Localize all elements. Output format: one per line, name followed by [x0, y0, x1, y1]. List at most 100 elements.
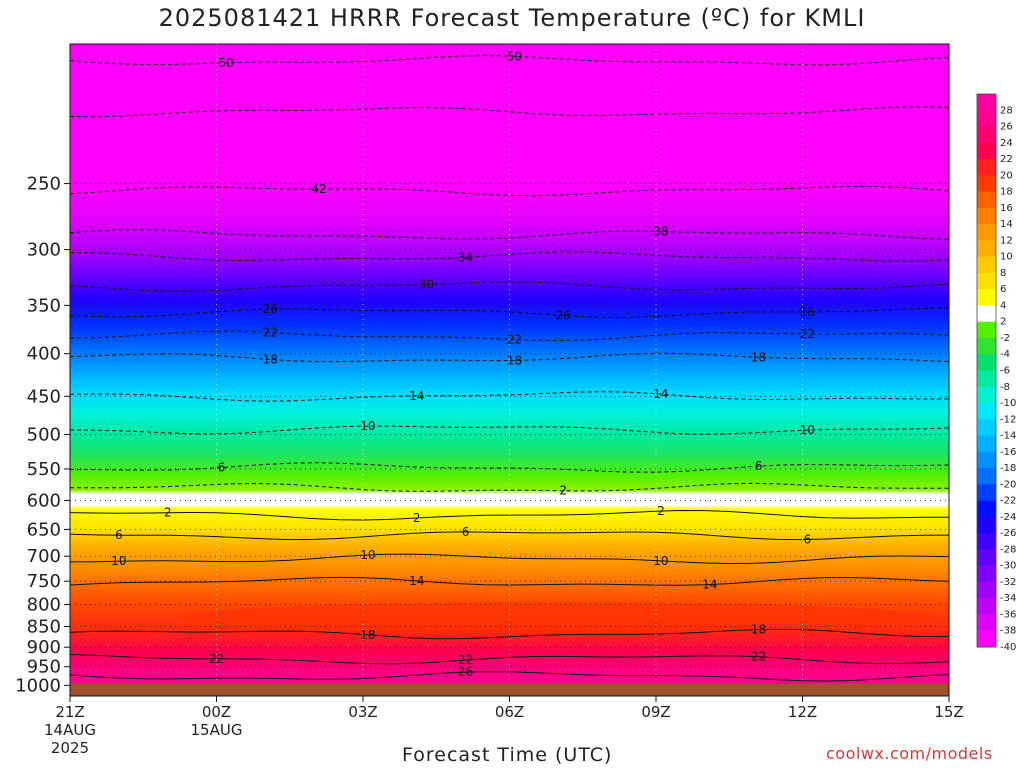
colorbar-label: 2	[1000, 317, 1006, 328]
y-tick-label: 750	[27, 571, 61, 592]
contour-label: 6	[755, 459, 763, 473]
contour-label: 2	[657, 504, 665, 518]
contour-label: 18	[751, 623, 766, 637]
colorbar-frame	[976, 93, 997, 648]
contour-label: 10	[111, 554, 126, 568]
colorbar-swatch	[977, 435, 996, 453]
contour-label: 38	[653, 224, 668, 238]
contour-label: 6	[218, 461, 226, 475]
colorbar-label: -4	[1000, 349, 1010, 360]
colorbar-swatch	[977, 581, 996, 599]
contour-label: 50	[219, 56, 234, 70]
contour-label: 22	[507, 333, 522, 347]
colorbar-label: 28	[1000, 105, 1013, 116]
contour-label: 18	[507, 353, 522, 367]
credit-link[interactable]: coolwx.com/models	[826, 744, 993, 763]
x-tick-sublabel: 15AUG	[191, 721, 243, 739]
colorbar-swatch	[977, 354, 996, 371]
y-tick-label: 500	[27, 424, 61, 445]
x-tick-sublabel: 2025	[51, 739, 89, 757]
colorbar-label: -2	[1000, 333, 1010, 344]
colorbar-label: -22	[1000, 496, 1016, 507]
y-tick-label: 300	[27, 240, 61, 261]
isotherm-10	[70, 553, 949, 565]
colorbar-label: 4	[1000, 300, 1006, 311]
colorbar-label: 24	[1000, 138, 1013, 149]
x-tick-label: 03Z	[348, 703, 377, 721]
colorbar-swatch	[977, 468, 996, 485]
colorbar-swatch	[977, 614, 996, 632]
x-tick-label: 09Z	[641, 703, 670, 721]
contour-label: 14	[702, 578, 717, 592]
x-tick-label: 12Z	[788, 703, 817, 721]
colorbar-swatch	[977, 565, 996, 583]
colorbar-label: -28	[1000, 544, 1016, 555]
colorbar-swatch	[977, 386, 996, 404]
colorbar-label: -10	[1000, 398, 1016, 409]
colorbar-swatch	[977, 419, 996, 437]
contour-label: 26	[800, 305, 815, 319]
contour-label: 2	[413, 511, 421, 525]
colorbar-label: 16	[1000, 203, 1013, 214]
colorbar-label: 8	[1000, 268, 1006, 279]
contour-label: 30	[419, 278, 434, 292]
colorbar-swatch	[977, 500, 996, 518]
contour-label: 10	[653, 554, 668, 568]
colorbar-label: 12	[1000, 235, 1013, 246]
contour-label: 2	[559, 484, 567, 498]
colorbar-label: -20	[1000, 479, 1016, 490]
y-tick-label: 350	[27, 295, 61, 316]
contour-label: 26	[458, 665, 473, 679]
colorbar-label: 10	[1000, 252, 1013, 263]
x-tick-label: 15Z	[934, 703, 963, 721]
colorbar-swatch	[977, 305, 996, 323]
colorbar-swatch	[977, 240, 996, 258]
y-tick-label: 650	[27, 519, 61, 540]
y-tick-label: 450	[27, 386, 61, 407]
colorbar-label: -14	[1000, 431, 1016, 442]
colorbar-label: -16	[1000, 447, 1016, 458]
x-tick-label: 00Z	[202, 703, 231, 721]
temperature-fill-patches	[178, 601, 939, 634]
colorbar-swatch	[977, 94, 996, 111]
contour-label: 34	[458, 250, 473, 264]
colorbar-swatch	[977, 533, 996, 550]
isotherm-2	[70, 509, 949, 521]
x-tick-sublabel: 14AUG	[44, 721, 96, 739]
chart-title: 2025081421 HRRR Forecast Temperature (ºC…	[158, 4, 866, 32]
colorbar-swatch	[977, 484, 996, 502]
contour-label: 14	[653, 387, 668, 401]
colorbar-swatch	[977, 403, 996, 420]
colorbar-swatch	[977, 370, 996, 388]
colorbar-swatch	[977, 289, 996, 306]
colorbar-label: 20	[1000, 170, 1013, 181]
contour-label: 22	[458, 653, 473, 667]
x-tick-label: 06Z	[495, 703, 524, 721]
contour-label: 22	[263, 325, 278, 339]
y-tick-label: 550	[27, 459, 61, 480]
colorbar-swatch	[977, 159, 996, 176]
colorbar-swatch	[977, 110, 996, 128]
colorbar-swatch	[977, 321, 996, 339]
colorbar-swatch	[977, 549, 996, 567]
colorbar-swatch	[977, 126, 996, 144]
contour-label: 6	[115, 528, 123, 542]
y-tick-label: 850	[27, 616, 61, 637]
contour-label: 10	[800, 423, 815, 437]
colorbar-label: -12	[1000, 414, 1016, 425]
y-axis: 2503003504004505005506006507007508008509…	[15, 174, 70, 696]
colorbar-label: 18	[1000, 187, 1013, 198]
colorbar-label: -8	[1000, 382, 1010, 393]
colorbar-swatch	[977, 451, 996, 469]
contour-label: 26	[263, 302, 278, 316]
colorbar: 28 26 24 22 20 18 16 14 12 10 8 6 4 2 -2 -4 -6 -8 -10 -12 -1…	[976, 93, 1016, 653]
contour-label: 14	[409, 574, 424, 588]
contour-label: 26	[556, 308, 571, 322]
colorbar-swatch	[977, 224, 996, 241]
colorbar-label: 14	[1000, 219, 1013, 230]
contour-label: 10	[360, 419, 375, 433]
colorbar-label: 6	[1000, 284, 1006, 295]
colorbar-label: -30	[1000, 561, 1016, 572]
